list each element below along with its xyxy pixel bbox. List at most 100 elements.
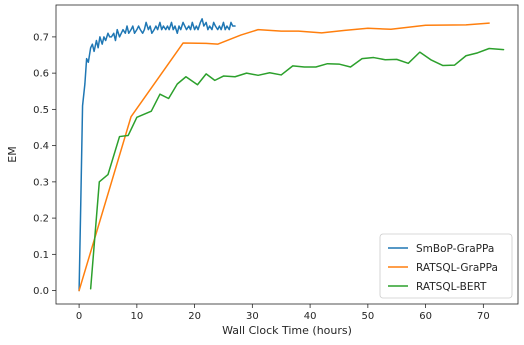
data-point [226,25,227,26]
data-point [109,36,110,37]
plot-frame [55,4,519,305]
data-point [350,66,351,67]
data-point [130,116,131,117]
data-point [232,25,233,26]
data-point [246,73,247,74]
data-point [258,75,259,76]
data-point [82,105,83,106]
data-point [99,36,100,37]
data-point [177,83,178,84]
data-point [119,36,120,37]
x-tick-label: 60 [419,311,432,322]
data-point [84,83,85,84]
data-point [213,22,214,23]
data-point [96,40,97,41]
data-point [385,59,386,60]
y-tick-label: 0.0 [33,286,49,297]
data-point [99,181,100,182]
data-point [138,25,139,26]
data-point [180,29,181,30]
x-axis-label: Wall Clock Time (hours) [222,324,352,337]
data-point [173,29,174,30]
data-point [134,33,135,34]
y-tick-label: 0.1 [33,250,49,261]
data-point [223,75,224,76]
series-line-ratsql-grappa [78,22,490,292]
data-point [148,29,149,30]
legend-label: SmBoP-GraPPa [416,243,494,255]
data-point [489,23,490,24]
data-point [477,52,478,53]
data-point [321,32,322,33]
data-point [165,29,166,30]
data-point [408,63,409,64]
data-point [140,29,141,30]
data-point [107,33,108,34]
data-point [338,63,339,64]
data-point [197,29,198,30]
y-tick-label: 0.2 [33,214,49,225]
data-point [94,51,95,52]
data-point [206,22,207,23]
data-point [128,135,129,136]
data-point [192,22,193,23]
data-point [154,29,155,30]
data-point [203,25,204,26]
data-point [128,33,129,34]
data-point [219,25,220,26]
data-point [105,40,106,41]
data-point [163,25,164,26]
data-point [419,52,420,53]
data-point [281,30,282,31]
data-point [80,199,81,200]
data-point [202,18,203,19]
series-line-ratsql-bert [89,47,505,290]
data-point [155,25,156,26]
data-point [121,33,122,34]
data-point [182,42,183,43]
data-point [186,29,187,30]
data-point [209,25,210,26]
data-point [230,22,231,23]
data-point [182,22,183,23]
data-point [315,66,316,67]
data-point [177,33,178,34]
data-point [145,22,146,23]
y-tick-label: 0.3 [33,177,49,188]
data-point [115,40,116,41]
data-point [119,136,120,137]
data-point [111,36,112,37]
x-tick-label: 50 [361,311,374,322]
data-point [157,29,158,30]
data-point [130,29,131,30]
legend-label: RATSQL-GraPPa [416,262,498,274]
data-point [367,28,368,29]
data-point [281,74,282,75]
data-point [122,29,123,30]
data-point [190,29,191,30]
data-point [292,65,293,66]
data-point [159,22,160,23]
data-point [194,29,195,30]
data-point [200,22,201,23]
data-point [184,25,185,26]
y-tick-label: 0.4 [33,141,49,152]
data-point [221,29,222,30]
y-axis: 0.0 0.1 0.2 0.3 0.4 0.5 0.6 0.7 [33,32,56,297]
data-point [125,33,126,34]
y-tick-label: 0.5 [33,105,49,116]
legend-label: RATSQL-BERT [416,281,487,293]
data-point [442,65,443,66]
x-tick-label: 70 [477,311,490,322]
data-point [211,29,212,30]
data-point [206,43,207,44]
data-point [102,44,103,45]
x-tick-label: 20 [188,311,201,322]
data-point [103,36,104,37]
data-point [90,47,91,48]
data-point [206,73,207,74]
x-tick-label: 30 [246,311,259,322]
x-axis: 0 10 20 30 40 50 60 70 [76,304,490,322]
data-point [150,25,151,26]
